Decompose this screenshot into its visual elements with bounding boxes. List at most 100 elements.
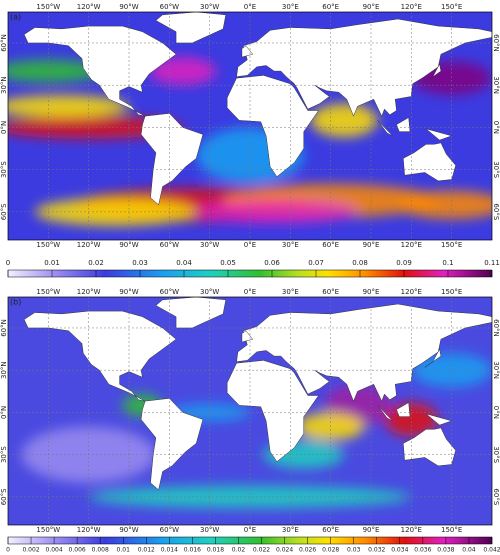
- lon-tick-label: 60°E: [322, 288, 339, 296]
- lon-tick-label: 90°W: [119, 241, 138, 249]
- lon-tick-label: 150°E: [441, 241, 462, 249]
- lon-tick-label: 120°E: [401, 526, 422, 534]
- lon-tick-label: 30°E: [282, 526, 299, 534]
- lat-tick-label: 30°N: [492, 361, 500, 379]
- colorbar-tick-label: 0.022: [253, 547, 270, 554]
- lon-tick-label: 90°E: [363, 241, 380, 249]
- colorbar-tick-label: 0.04: [176, 259, 192, 267]
- lon-tick-label: 120°W: [77, 3, 101, 11]
- lat-tick-label: 60°S: [492, 203, 500, 220]
- lat-tick-label: 60°S: [492, 488, 500, 505]
- lon-tick-label: 150°W: [36, 288, 60, 296]
- lat-tick-label: 60°N: [0, 34, 8, 52]
- lon-tick-label: 30°W: [200, 3, 219, 11]
- lat-tick-label: 30°N: [0, 361, 8, 379]
- field-patch: [149, 57, 217, 86]
- map-panel: [8, 297, 492, 525]
- lon-tick-label: 30°E: [282, 241, 299, 249]
- lon-tick-label: 60°E: [322, 241, 339, 249]
- lon-tick-label: 150°W: [36, 241, 60, 249]
- lon-tick-label: 30°E: [282, 3, 299, 11]
- colorbar-tick-label: 0.01: [117, 547, 131, 554]
- lat-tick-label: 30°S: [0, 161, 8, 178]
- lat-tick-label: 0°N: [492, 406, 500, 419]
- colorbar-tick-label: 0.08: [352, 259, 368, 267]
- lon-tick-label: 90°W: [119, 3, 138, 11]
- lon-tick-label: 120°E: [401, 3, 422, 11]
- lon-tick-label: 150°W: [36, 3, 60, 11]
- lon-tick-label: 120°E: [401, 288, 422, 296]
- lon-tick-label: 60°E: [322, 526, 339, 534]
- lon-tick-label: 120°W: [77, 526, 101, 534]
- lat-tick-label: 60°S: [0, 203, 8, 220]
- colorbar: [7, 536, 493, 545]
- colorbar-tick-label: 0.036: [414, 547, 431, 554]
- lat-tick-label: 60°N: [492, 34, 500, 52]
- lat-tick-label: 60°S: [0, 488, 8, 505]
- colorbar-tick-label: 0: [6, 259, 10, 267]
- lon-tick-label: 150°E: [441, 3, 462, 11]
- colorbar-tick-label: 0.09: [396, 259, 412, 267]
- colorbar-tick-label: 0.038: [437, 547, 454, 554]
- panel-label: (a): [10, 13, 21, 22]
- colorbar-tick-label: 0.026: [299, 547, 316, 554]
- lon-tick-label: 150°E: [441, 288, 462, 296]
- lat-tick-label: 0°N: [0, 121, 8, 134]
- lon-tick-label: 30°W: [200, 241, 219, 249]
- colorbar-tick-label: 0.034: [391, 547, 408, 554]
- lat-tick-label: 30°N: [492, 76, 500, 94]
- colorbar-tick-label: 0.03: [132, 259, 148, 267]
- lon-tick-label: 90°W: [119, 288, 138, 296]
- colorbar-tick-label: 0.028: [322, 547, 339, 554]
- field-patch: [8, 59, 102, 83]
- colorbar-tick-label: 0.06: [264, 259, 280, 267]
- lon-tick-label: 60°W: [160, 3, 179, 11]
- lon-tick-label: 30°W: [200, 526, 219, 534]
- lon-tick-label: 60°E: [322, 3, 339, 11]
- lon-tick-label: 0°E: [244, 3, 256, 11]
- lat-tick-label: 30°S: [492, 161, 500, 178]
- colorbar-tick-label: 0.016: [184, 547, 201, 554]
- lon-tick-label: 60°W: [160, 288, 179, 296]
- colorbar-tick-label: 0.014: [161, 547, 178, 554]
- colorbar: [7, 269, 493, 278]
- lat-tick-label: 30°N: [0, 76, 8, 94]
- field-patch: [35, 197, 196, 226]
- colorbar-tick-label: 0.02: [232, 547, 246, 554]
- lon-tick-label: 0°E: [244, 241, 256, 249]
- lon-tick-label: 30°W: [200, 288, 219, 296]
- lat-tick-label: 0°N: [492, 121, 500, 134]
- lat-tick-label: 30°S: [0, 446, 8, 463]
- lon-tick-label: 120°W: [77, 241, 101, 249]
- colorbar-tick-label: 0.07: [308, 259, 324, 267]
- colorbar-tick-label: 0.024: [276, 547, 293, 554]
- lon-tick-label: 60°W: [160, 241, 179, 249]
- lon-tick-label: 30°E: [282, 288, 299, 296]
- colorbar-tick-label: 0.008: [92, 547, 109, 554]
- colorbar-tick-label: 0.04: [462, 547, 476, 554]
- lat-tick-label: 60°N: [492, 319, 500, 337]
- map-frame: [7, 296, 493, 526]
- map-frame: [7, 11, 493, 241]
- lat-tick-label: 0°N: [0, 406, 8, 419]
- lon-tick-label: 90°E: [363, 3, 380, 11]
- map-panel: [8, 12, 492, 240]
- field-patch: [8, 95, 129, 118]
- lon-tick-label: 90°E: [363, 288, 380, 296]
- lat-tick-label: 60°N: [0, 319, 8, 337]
- colorbar-tick-label: 0.03: [347, 547, 361, 554]
- colorbar-tick-label: 0.1: [442, 259, 453, 267]
- colorbar-tick-label: 0.01: [44, 259, 60, 267]
- colorbar-tick-label: 0.02: [88, 259, 104, 267]
- lon-tick-label: 120°W: [77, 288, 101, 296]
- field-patch: [8, 116, 183, 139]
- lon-tick-label: 60°W: [160, 526, 179, 534]
- colorbar-tick-label: 0.032: [368, 547, 385, 554]
- colorbar-tick-label: 0.05: [220, 259, 236, 267]
- colorbar-tick-label: 0.006: [69, 547, 86, 554]
- field-patch: [310, 103, 378, 138]
- colorbar-tick-label: 0.042: [483, 547, 500, 554]
- panel-label: (b): [10, 298, 21, 307]
- lat-tick-label: 30°S: [492, 446, 500, 463]
